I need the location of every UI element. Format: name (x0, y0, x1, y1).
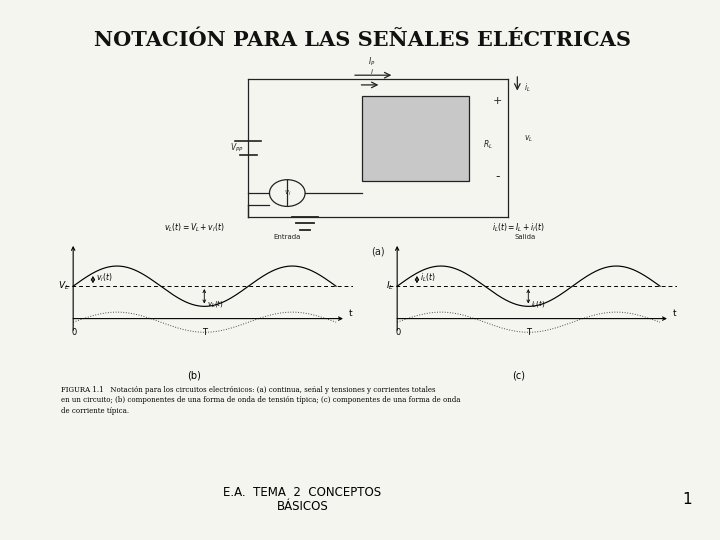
Text: +: + (493, 96, 503, 106)
Text: Salida: Salida (514, 234, 536, 240)
Text: FIGURA 1.1   Notación para los circuitos electrónicos: (a) continua, señal y ten: FIGURA 1.1 Notación para los circuitos e… (61, 386, 461, 415)
Text: $i_L(t) = I_L + i_l(t)$: $i_L(t) = I_L + i_l(t)$ (492, 222, 545, 234)
Text: $i$: $i$ (369, 68, 374, 76)
Text: $i_L$: $i_L$ (523, 81, 531, 94)
Text: $I_P$: $I_P$ (368, 56, 375, 68)
Text: T: T (202, 328, 207, 337)
Text: 0: 0 (72, 328, 77, 337)
Text: Entrada: Entrada (274, 234, 301, 240)
Text: E.A.  TEMA  2  CONCEPTOS
BÁSICOS: E.A. TEMA 2 CONCEPTOS BÁSICOS (223, 485, 382, 514)
Text: $i_L(t)$: $i_L(t)$ (531, 299, 546, 309)
Text: $V_{PP}$: $V_{PP}$ (230, 142, 243, 154)
Text: t: t (672, 309, 676, 318)
Text: $v_L(t)$: $v_L(t)$ (207, 299, 224, 309)
Text: (a): (a) (372, 246, 384, 256)
Text: T: T (526, 328, 531, 337)
Text: $R_L$: $R_L$ (483, 138, 493, 151)
Text: $V_L$: $V_L$ (58, 280, 70, 293)
Text: 0: 0 (396, 328, 401, 337)
Text: $v_L$: $v_L$ (523, 133, 533, 144)
Text: -: - (495, 170, 500, 183)
Text: $i_L(t)$: $i_L(t)$ (420, 272, 436, 285)
Text: $v_i(t)$: $v_i(t)$ (96, 272, 113, 285)
Text: (b): (b) (187, 370, 202, 381)
Text: $v_i$: $v_i$ (284, 188, 291, 198)
Bar (361, 96, 469, 181)
Text: (c): (c) (512, 370, 525, 381)
Text: t: t (348, 309, 352, 318)
Text: $I_L$: $I_L$ (386, 280, 394, 293)
Text: 1: 1 (683, 492, 693, 507)
Text: NOTACIÓN PARA LAS SEÑALES ELÉCTRICAS: NOTACIÓN PARA LAS SEÑALES ELÉCTRICAS (94, 30, 631, 50)
Text: $v_L(t) = V_L + v_l(t)$: $v_L(t) = V_L + v_l(t)$ (164, 222, 225, 234)
